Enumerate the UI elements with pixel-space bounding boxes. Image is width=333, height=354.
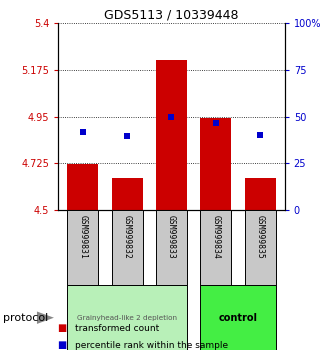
Bar: [156, 60, 187, 210]
Text: ■: ■: [58, 324, 71, 333]
Text: ■: ■: [58, 341, 71, 350]
Bar: [200, 285, 276, 350]
Text: GSM999834: GSM999834: [211, 215, 220, 259]
Text: protocol: protocol: [3, 313, 49, 323]
Text: GSM999831: GSM999831: [78, 215, 87, 259]
Bar: [67, 285, 187, 350]
Bar: [112, 178, 143, 210]
Bar: [245, 178, 276, 210]
Text: Grainyhead-like 2 depletion: Grainyhead-like 2 depletion: [77, 315, 177, 321]
Text: GSM999832: GSM999832: [123, 215, 132, 259]
Text: transformed count: transformed count: [75, 325, 159, 333]
Bar: [67, 164, 98, 210]
Text: GSM999835: GSM999835: [256, 215, 265, 259]
Bar: [200, 118, 231, 210]
Text: percentile rank within the sample: percentile rank within the sample: [75, 342, 228, 350]
Bar: [200, 210, 231, 285]
Bar: [112, 210, 143, 285]
Polygon shape: [37, 312, 54, 324]
Bar: [245, 210, 276, 285]
Title: GDS5113 / 10339448: GDS5113 / 10339448: [104, 9, 239, 22]
Text: GSM999833: GSM999833: [167, 215, 176, 259]
Bar: [156, 210, 187, 285]
Text: control: control: [218, 313, 258, 323]
Bar: [67, 210, 98, 285]
